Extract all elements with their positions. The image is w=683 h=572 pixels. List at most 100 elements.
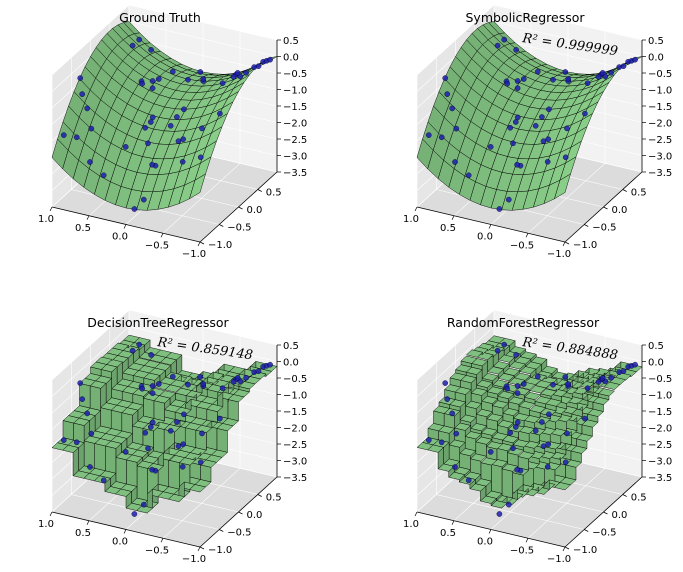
x-tick-label: 0.5 bbox=[75, 223, 91, 234]
z-tick-label: −2.5 bbox=[283, 135, 307, 146]
grid-line-z bbox=[51, 309, 278, 381]
surface-wall-facet bbox=[189, 462, 201, 480]
y-tick-mark bbox=[257, 189, 262, 192]
sample-point bbox=[100, 477, 107, 484]
sample-point bbox=[550, 76, 556, 83]
sample-point bbox=[155, 76, 162, 82]
sample-point bbox=[140, 501, 147, 508]
sample-point bbox=[142, 429, 149, 436]
sample-point bbox=[514, 78, 521, 84]
surface-facet bbox=[51, 442, 69, 451]
sample-point bbox=[149, 419, 156, 426]
surface-wall-facet bbox=[143, 397, 155, 419]
sample-point bbox=[234, 375, 241, 381]
sample-point bbox=[442, 380, 449, 386]
subplot-1: −1.0−0.50.00.51.0−1.0−0.50.00.50.50.0−0.… bbox=[38, 4, 307, 260]
sample-point bbox=[234, 70, 241, 76]
subplot-title: RandomForestRegressor bbox=[447, 315, 600, 330]
y-tick-label: 0.5 bbox=[631, 493, 647, 504]
y-tick-label: 0.5 bbox=[266, 188, 282, 199]
sample-point bbox=[197, 154, 204, 161]
sample-point bbox=[565, 381, 572, 387]
sample-point bbox=[564, 125, 570, 132]
y-tick-label: −0.5 bbox=[227, 223, 251, 234]
sample-point bbox=[599, 70, 606, 76]
sample-point bbox=[100, 172, 107, 179]
sample-point bbox=[487, 144, 494, 150]
sample-point bbox=[197, 69, 204, 75]
sample-point bbox=[514, 466, 520, 473]
surface bbox=[416, 21, 643, 211]
y-tick-label: −0.5 bbox=[592, 528, 616, 539]
x-tick-mark bbox=[86, 215, 90, 220]
x-tick-mark bbox=[49, 511, 53, 517]
sample-point bbox=[453, 125, 460, 132]
sample-point bbox=[136, 36, 143, 43]
x-tick-label: −0.5 bbox=[145, 545, 169, 556]
x-tick-label: 0.5 bbox=[440, 528, 456, 539]
z-tick-label: −1.5 bbox=[648, 407, 672, 418]
x-tick-mark bbox=[49, 206, 53, 212]
surface-wall-facet bbox=[227, 399, 239, 422]
y-tick-mark bbox=[622, 494, 627, 497]
z-tick-label: −3.5 bbox=[283, 168, 307, 179]
sample-point bbox=[131, 511, 138, 517]
sample-point bbox=[167, 427, 174, 434]
surface-wall-facet bbox=[533, 466, 545, 487]
sample-point bbox=[532, 122, 539, 129]
z-tick-label: −1.5 bbox=[648, 102, 672, 113]
sample-point bbox=[230, 379, 237, 385]
sample-point bbox=[140, 196, 147, 203]
surface-wall-facet bbox=[83, 440, 95, 469]
sample-point bbox=[79, 396, 86, 402]
x-tick-mark bbox=[160, 233, 164, 238]
y-tick-mark bbox=[603, 511, 608, 515]
sample-point bbox=[149, 114, 156, 121]
sample-point bbox=[514, 383, 521, 389]
surface-facet bbox=[416, 138, 434, 170]
x-tick-mark bbox=[451, 520, 455, 525]
sample-point bbox=[534, 373, 541, 380]
sample-point bbox=[200, 381, 207, 387]
sample-point bbox=[539, 114, 545, 120]
z-tick-label: 0.5 bbox=[283, 341, 299, 352]
z-tick-label: −3.0 bbox=[283, 457, 307, 468]
sample-point bbox=[546, 411, 552, 418]
sample-point bbox=[632, 361, 638, 368]
surface-wall-facet bbox=[153, 426, 165, 454]
surface-facet bbox=[416, 442, 434, 451]
surface-wall-facet bbox=[448, 444, 460, 462]
sample-point bbox=[514, 161, 520, 168]
sample-point bbox=[267, 361, 273, 368]
surface-wall-facet bbox=[79, 383, 91, 409]
grid-line-z bbox=[51, 4, 278, 76]
y-tick-mark bbox=[584, 224, 589, 227]
sample-point bbox=[564, 430, 570, 437]
sample-point bbox=[514, 85, 521, 92]
sample-point bbox=[181, 106, 187, 113]
sample-point bbox=[60, 437, 67, 443]
x-tick-label: 1.0 bbox=[403, 519, 419, 530]
x-tick-mark bbox=[562, 546, 566, 552]
sample-point bbox=[545, 136, 552, 143]
sample-point bbox=[544, 463, 551, 470]
sample-point bbox=[540, 443, 547, 450]
sample-point bbox=[562, 374, 569, 380]
z-tick-label: −0.5 bbox=[648, 69, 672, 80]
y-tick-mark bbox=[238, 206, 243, 210]
x-tick-label: 0.5 bbox=[440, 223, 456, 234]
y-tick-mark bbox=[603, 206, 608, 210]
x-tick-label: −1.0 bbox=[547, 249, 571, 260]
x-tick-mark bbox=[562, 241, 566, 247]
sample-point bbox=[149, 390, 156, 397]
x-tick-mark bbox=[414, 206, 418, 212]
z-tick-label: −2.5 bbox=[648, 440, 672, 451]
z-tick-label: −1.0 bbox=[648, 86, 672, 97]
sample-point bbox=[599, 375, 606, 381]
sample-point bbox=[449, 410, 456, 417]
y-tick-label: −1.0 bbox=[573, 240, 597, 251]
sample-point bbox=[155, 381, 162, 387]
z-tick-label: −1.0 bbox=[648, 391, 672, 402]
sample-point bbox=[584, 80, 591, 87]
